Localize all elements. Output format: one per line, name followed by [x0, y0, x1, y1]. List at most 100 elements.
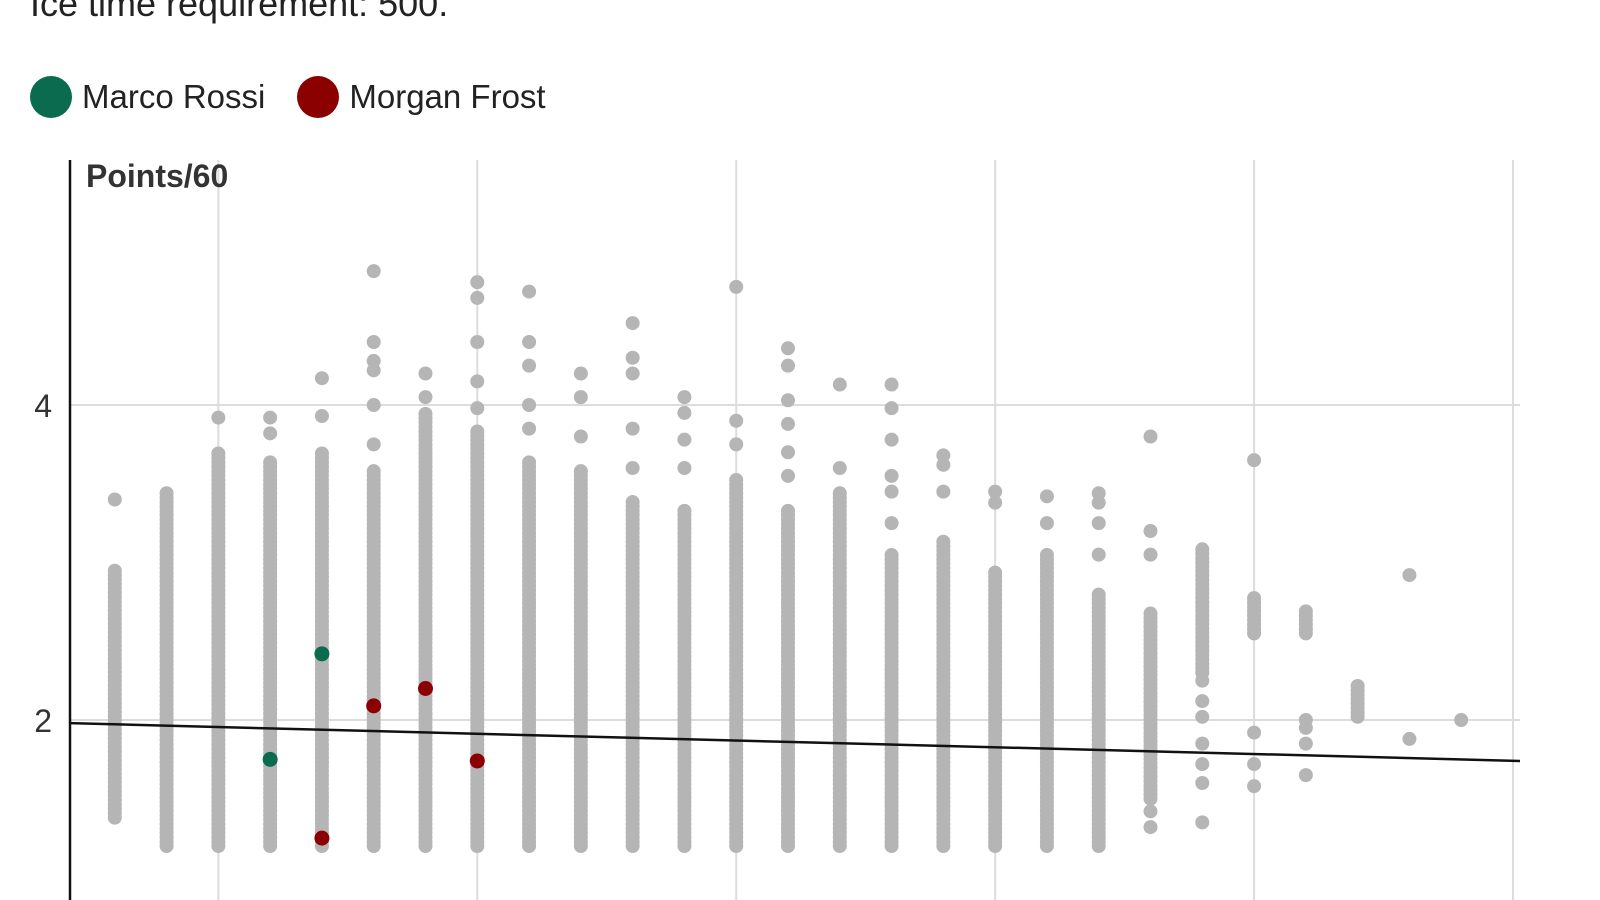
population-point	[1143, 606, 1158, 621]
population-point	[781, 416, 795, 431]
legend-swatch-marco-rossi	[30, 76, 72, 118]
population-point	[1091, 587, 1106, 602]
population-point	[522, 358, 537, 373]
population-point	[366, 353, 381, 368]
population-point	[1091, 547, 1106, 562]
population-point	[418, 406, 433, 421]
legend-item-marco-rossi[interactable]: Marco Rossi	[30, 76, 265, 118]
population-point	[729, 279, 744, 294]
population-point	[1039, 547, 1054, 562]
population-point	[418, 366, 433, 381]
population-point	[677, 432, 692, 447]
population-point	[573, 390, 588, 405]
population-point	[677, 405, 692, 420]
point-morgan-frost	[314, 830, 330, 846]
population-point	[522, 421, 537, 436]
population-point	[884, 484, 899, 499]
population-point	[1195, 542, 1210, 557]
population-point	[729, 413, 744, 428]
population-point	[988, 484, 1003, 499]
population-point	[1298, 768, 1313, 783]
population-point	[314, 371, 329, 386]
population-point	[107, 492, 122, 507]
y-tick-label: 4	[34, 388, 52, 424]
population-points	[107, 264, 1469, 853]
population-point	[1143, 524, 1158, 538]
population-point	[522, 335, 537, 349]
population-point	[677, 390, 692, 405]
population-point	[677, 461, 692, 475]
population-point	[884, 377, 899, 392]
population-point	[366, 398, 381, 412]
population-point	[625, 366, 640, 381]
population-point	[470, 335, 485, 349]
point-morgan-frost	[366, 698, 382, 714]
population-point	[418, 390, 433, 405]
grid-lines: 24	[34, 160, 1520, 900]
population-point	[573, 429, 588, 444]
y-axis-label: Points/60	[86, 158, 228, 194]
population-point	[1350, 678, 1365, 693]
population-point	[470, 275, 485, 290]
population-point	[832, 461, 847, 475]
population-point	[988, 495, 1003, 510]
population-point	[625, 495, 640, 510]
y-tick-label: 2	[34, 703, 52, 739]
population-point	[1195, 815, 1210, 830]
population-point	[470, 290, 485, 305]
population-point	[263, 455, 278, 470]
population-point	[884, 401, 899, 416]
population-point	[781, 503, 795, 518]
chart-subtitle: Ice time requirement: 500.	[30, 0, 449, 24]
population-point	[936, 534, 951, 549]
population-point	[832, 377, 847, 392]
population-point	[1195, 709, 1210, 724]
highlighted-points	[262, 646, 485, 846]
population-point	[625, 316, 640, 331]
population-point	[625, 350, 640, 365]
population-point	[1195, 736, 1210, 751]
population-point	[1091, 486, 1106, 501]
population-point	[522, 455, 537, 470]
population-point	[1039, 516, 1054, 531]
population-point	[211, 446, 226, 461]
population-point	[1143, 429, 1158, 444]
population-point	[366, 464, 381, 479]
population-point	[366, 437, 381, 452]
population-point	[1143, 820, 1158, 835]
population-point	[470, 401, 485, 416]
population-point	[936, 448, 951, 463]
population-point	[1402, 731, 1417, 746]
population-point	[573, 366, 588, 381]
population-point	[1247, 779, 1262, 794]
point-morgan-frost	[469, 753, 485, 769]
population-point	[1298, 713, 1313, 727]
population-point	[1454, 713, 1469, 727]
population-point	[1247, 591, 1262, 606]
population-point	[1247, 453, 1262, 468]
population-point	[314, 446, 329, 461]
point-marco-rossi	[262, 751, 278, 767]
population-point	[470, 424, 485, 439]
population-point	[573, 464, 588, 479]
population-point	[625, 461, 640, 475]
population-point	[1091, 516, 1106, 531]
population-point	[884, 432, 899, 447]
population-point	[1195, 776, 1210, 790]
population-point	[729, 472, 744, 487]
population-point	[884, 516, 899, 531]
legend-label-marco-rossi: Marco Rossi	[82, 78, 266, 115]
population-point	[781, 341, 795, 356]
population-point	[625, 421, 640, 436]
population-point	[1247, 725, 1262, 740]
legend-label-morgan-frost: Morgan Frost	[349, 78, 546, 115]
population-point	[522, 398, 537, 412]
legend-item-morgan-frost[interactable]: Morgan Frost	[297, 76, 546, 118]
population-point	[988, 565, 1003, 580]
population-point	[366, 264, 381, 279]
population-point	[884, 547, 899, 562]
legend-swatch-morgan-frost	[297, 76, 340, 118]
population-point	[1039, 489, 1054, 504]
population-point	[781, 445, 795, 460]
